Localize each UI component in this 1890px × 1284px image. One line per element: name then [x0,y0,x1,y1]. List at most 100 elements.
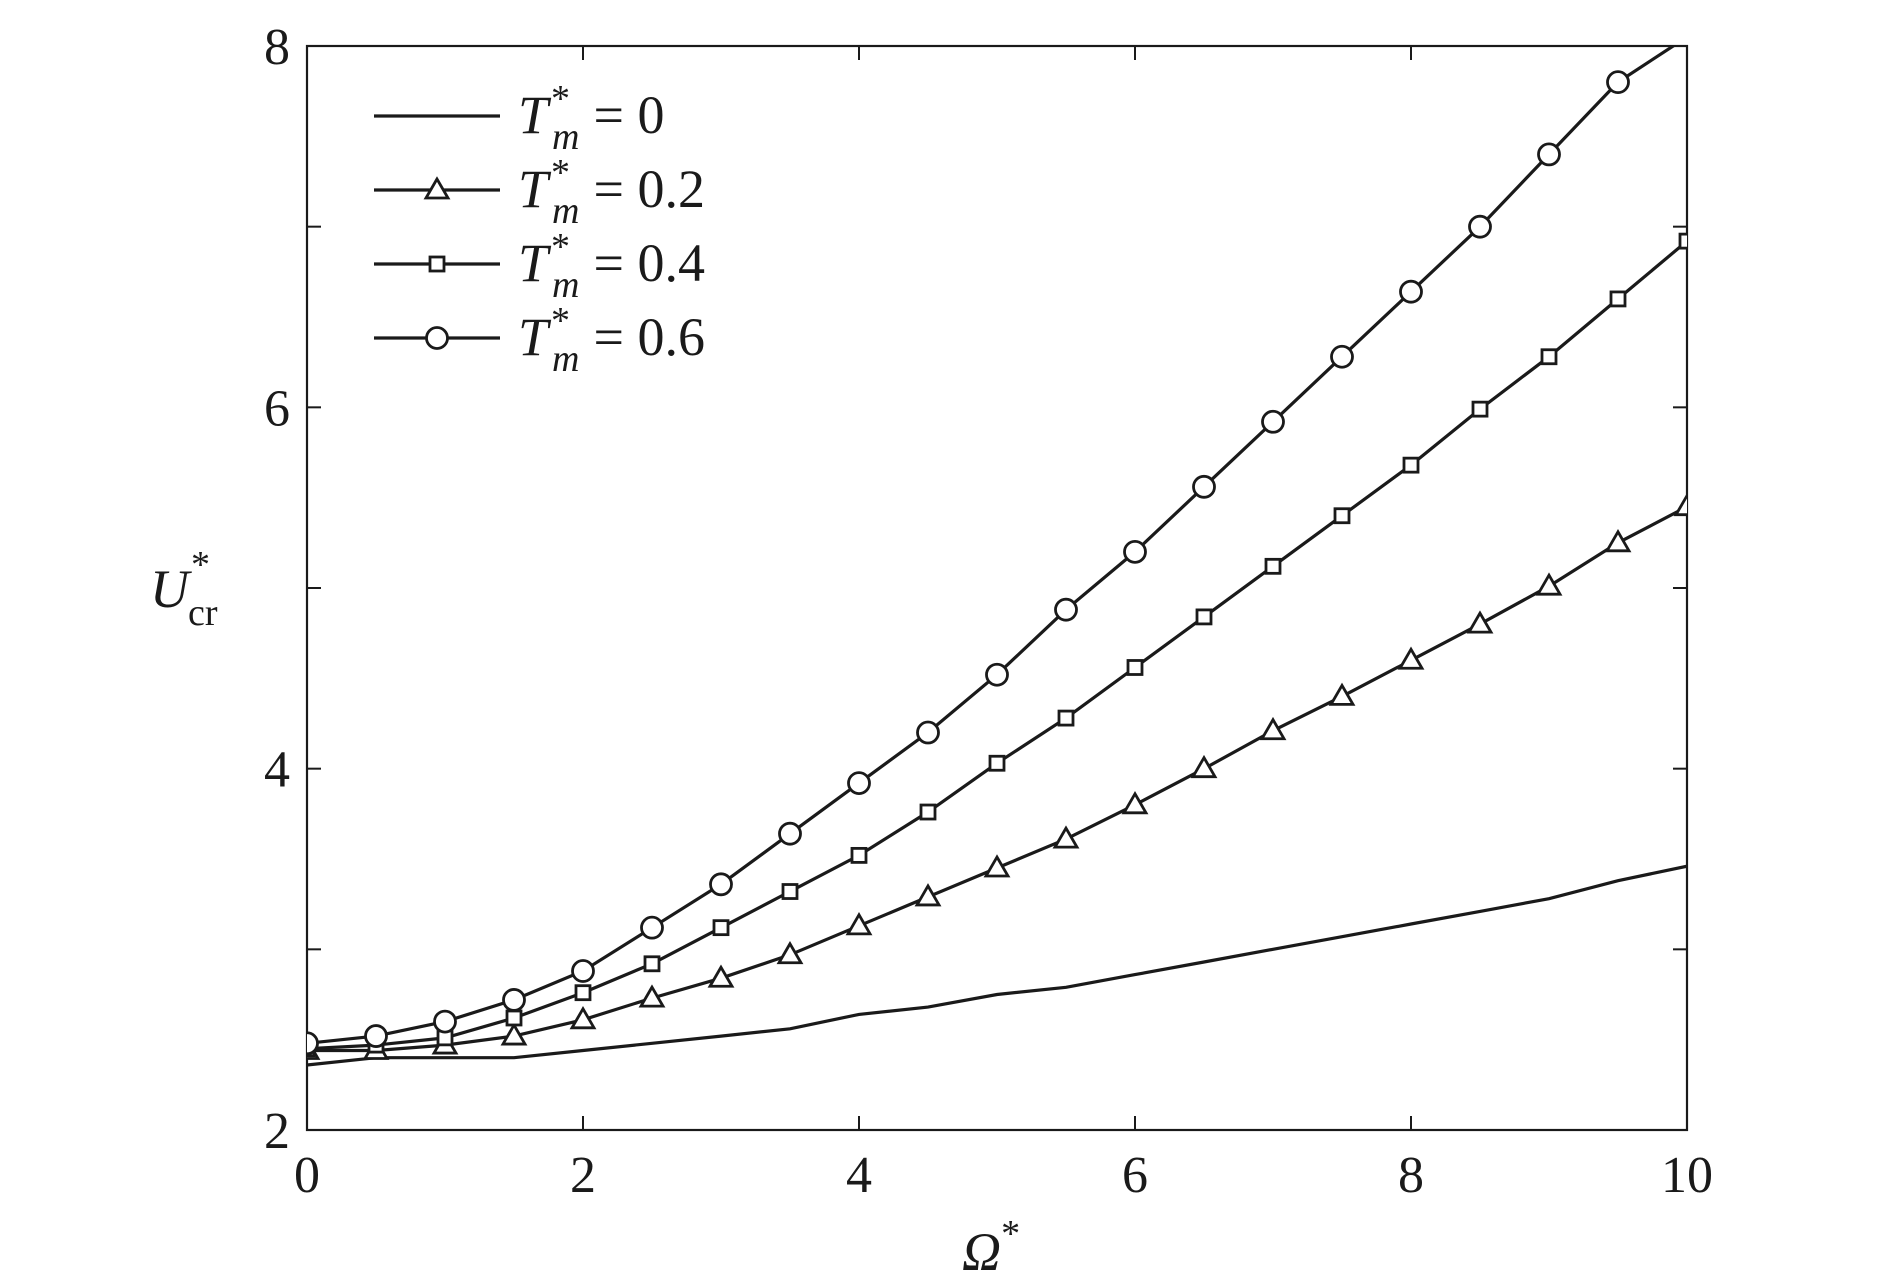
data-point [983,854,1011,878]
data-point [847,771,871,796]
x-tick-label: 2 [570,1147,596,1204]
y-axis-title-main: U [150,559,192,619]
y-axis-title-sub: cr [188,592,218,634]
data-point [1535,572,1563,596]
data-point [505,1009,523,1027]
legend-sub: m [552,264,579,306]
data-point [1121,791,1149,815]
y-tick-label: 6 [264,380,290,437]
data-point [1606,70,1630,95]
data-point [1123,539,1147,564]
legend-label: T* m = 0.6 [518,300,705,380]
legend-sub: m [552,338,579,380]
y-axis-title-sup: * [191,544,210,586]
data-point [1718,0,1739,20]
x-tick-label: 4 [846,1147,872,1204]
data-point [502,988,526,1012]
data-point [1259,716,1287,741]
data-point [569,1005,597,1030]
data-point [1540,348,1558,366]
data-point [1466,610,1494,634]
legend-sub: m [552,190,579,232]
data-point [778,821,802,846]
series-group [307,0,1739,1067]
series-1 [307,492,1687,1060]
data-point [1402,456,1420,474]
data-point [1673,492,1687,517]
data-point [709,872,733,897]
y-tick-label: 8 [264,19,290,76]
data-point [914,883,942,907]
legend-sup: * [551,300,570,342]
data-point [1052,825,1080,849]
data-point [1397,646,1425,670]
data-point [1264,557,1282,575]
data-point [1192,474,1216,499]
data-point [1609,290,1627,308]
data-point [1537,142,1561,167]
plot-frame [305,44,1689,1132]
y-tick-label: 4 [264,742,290,799]
x-axis-title-sup: * [1001,1213,1020,1255]
data-point [500,1022,528,1046]
data-point [845,912,873,936]
data-point [1468,214,1492,239]
data-point [1604,529,1632,553]
data-point [638,984,666,1008]
x-axis-title: Ω* [962,1213,1020,1282]
legend-symbol: T [518,85,552,145]
data-point [640,915,664,940]
series-line [307,505,1687,1053]
axis-ticks [306,45,1688,1131]
data-point [781,883,799,900]
data-point [776,940,804,965]
legend-symbol: T [518,307,552,367]
x-tick-label: 6 [1122,1147,1148,1204]
legend-item: T* m = 0.4 [374,226,705,306]
legend-label: T* m = 0.4 [518,226,705,306]
data-point [425,326,449,350]
legend-sup: * [551,78,570,120]
legend-label: T* m = 0.2 [518,152,705,232]
legend-value: = 0.6 [580,307,705,367]
data-point [919,803,937,821]
legend-item: T* m = 0.6 [374,300,705,380]
x-tick-label: 8 [1398,1147,1424,1204]
data-point [985,662,1009,687]
data-point [428,255,446,273]
legend-item: T* m = 0.2 [374,152,705,232]
data-point [1126,659,1144,676]
data-point [1330,344,1354,369]
data-point [1261,409,1285,434]
data-point [433,1009,457,1034]
x-tick-label: 0 [294,1147,320,1204]
series-3 [307,0,1739,1056]
legend-symbol: T [518,159,552,219]
data-point [1333,507,1351,525]
legend-value: = 0.4 [580,233,705,293]
data-point [364,1024,388,1048]
legend-value: = 0 [580,85,664,145]
data-point [643,955,661,973]
data-point [707,964,735,988]
x-axis-title-main: Ω [962,1222,1001,1282]
series-line [307,239,1687,1051]
data-point [712,919,730,937]
series-line [307,864,1687,1067]
legend-sub: m [552,116,579,158]
data-point [988,754,1006,772]
legend-label: T* m = 0 [518,78,664,158]
data-point [307,1031,319,1056]
data-point [574,984,592,1002]
data-point [1678,232,1687,250]
legend-symbol: T [518,233,552,293]
legend-sup: * [551,152,570,194]
x-tick-label: 10 [1661,1147,1713,1204]
data-point [916,720,940,745]
data-point [571,959,595,983]
data-point [850,846,868,864]
data-point [1195,608,1213,626]
data-point [1190,754,1218,779]
